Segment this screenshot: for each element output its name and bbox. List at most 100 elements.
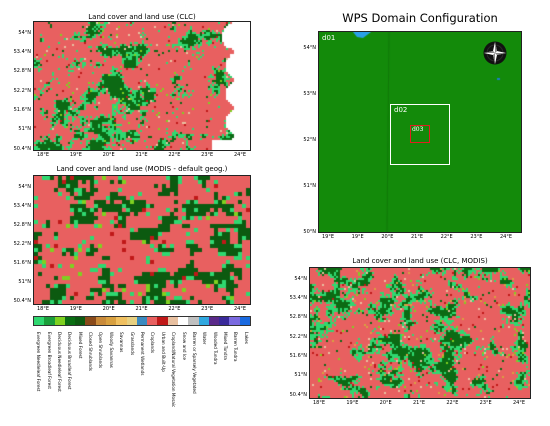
compass-rose-icon xyxy=(483,41,507,65)
lon-tick-label: 21°E xyxy=(411,234,424,240)
lat-tick-label: 53°N xyxy=(303,90,316,97)
legend-label: Grasslands xyxy=(129,332,135,356)
lat-tick-label: 54°N xyxy=(294,275,307,282)
lon-tick-label: 24°E xyxy=(500,234,513,240)
d03-label: d03 xyxy=(412,126,424,133)
legend-label: Croplands xyxy=(150,332,156,353)
legend-swatch xyxy=(54,317,65,325)
lon-tick-label: 24°E xyxy=(234,152,247,158)
lon-tick-label: 23°E xyxy=(479,400,492,406)
lat-tick-label: 50.4°N xyxy=(13,297,31,304)
legend-swatch xyxy=(126,317,137,325)
lat-tick-label: 51.6°N xyxy=(289,352,307,359)
lat-tick-label: 54°N xyxy=(18,183,31,190)
legend-label: Wooded Tundra xyxy=(212,332,218,365)
lat-tick-label: 51°N xyxy=(18,126,31,133)
lat-tick-label: 52.2°N xyxy=(289,333,307,340)
legend-label: Closed Shrublands xyxy=(88,332,94,371)
lon-tick-label: 22°E xyxy=(168,152,181,158)
legend-label: Barren Tundra xyxy=(233,332,239,362)
lon-tick-label: 24°E xyxy=(234,306,247,312)
legend-label: Mixed Tundra xyxy=(223,332,229,360)
wps-domain-background xyxy=(319,32,521,232)
lon-tick-label: 19°E xyxy=(351,234,364,240)
legend-swatch xyxy=(95,317,106,325)
lon-tick-label: 19°E xyxy=(69,152,82,158)
clc-modis-panel-title: Land cover and land use (CLC, MODIS) xyxy=(352,257,488,265)
lat-tick-label: 51°N xyxy=(294,372,307,379)
legend-label: Mixed Forest xyxy=(77,332,83,359)
legend-label: Barren or Sparsely Vegetated xyxy=(191,332,197,394)
lon-tick-label: 18°E xyxy=(313,400,326,406)
legend-label: Deciduous Broadleaf Forest xyxy=(67,332,73,390)
d01-label: d01 xyxy=(322,34,336,42)
d03-box xyxy=(410,125,430,143)
lat-tick-label: 50.4°N xyxy=(13,145,31,152)
lat-tick-label: 54°N xyxy=(303,44,316,51)
legend-swatch xyxy=(147,317,158,325)
lon-tick-label: 21°E xyxy=(413,400,426,406)
legend-label: Savannas xyxy=(119,332,125,353)
legend-swatch xyxy=(75,317,86,325)
lat-tick-label: 52.8°N xyxy=(13,221,31,228)
legend-swatch xyxy=(219,317,230,325)
land-cover-legend xyxy=(33,316,251,326)
legend-swatch xyxy=(136,317,148,325)
lat-tick-label: 53.4°N xyxy=(289,294,307,301)
lat-tick-label: 51.6°N xyxy=(13,259,31,266)
legend-label: Urban and Built-Up xyxy=(160,332,166,372)
lat-tick-label: 52.8°N xyxy=(289,314,307,321)
legend-swatch xyxy=(34,317,45,325)
lat-tick-label: 51°N xyxy=(303,182,316,189)
lat-tick-label: 52.8°N xyxy=(13,68,31,75)
clc-panel-title: Land cover and land use (CLC) xyxy=(88,13,196,21)
lon-tick-label: 21°E xyxy=(135,152,148,158)
legend-swatch xyxy=(229,317,240,325)
lon-tick-label: 22°E xyxy=(440,234,453,240)
lat-tick-label: 52°N xyxy=(303,136,316,143)
legend-label: Deciduous Needleleaf Forest xyxy=(56,332,62,392)
legend-swatch xyxy=(177,317,189,325)
clc-modis-map xyxy=(309,267,531,399)
lat-tick-label: 53.4°N xyxy=(13,202,31,209)
lon-tick-label: 20°E xyxy=(381,234,394,240)
legend-swatch xyxy=(105,317,117,325)
lat-tick-label: 53.4°N xyxy=(13,48,31,55)
modis-land-cover-raster xyxy=(34,176,250,304)
lon-tick-label: 19°E xyxy=(322,234,335,240)
lon-tick-label: 21°E xyxy=(135,306,148,312)
legend-label: Permanent Wetlands xyxy=(140,332,145,376)
modis-map xyxy=(33,175,251,305)
legend-swatch xyxy=(239,317,250,325)
lon-tick-label: 18°E xyxy=(37,306,50,312)
lon-tick-label: 24°E xyxy=(513,400,526,406)
lat-tick-label: 52.2°N xyxy=(13,87,31,94)
d02-label: d02 xyxy=(394,106,408,114)
modis-panel-title: Land cover and land use (MODIS - default… xyxy=(56,165,228,173)
lat-tick-label: 54°N xyxy=(18,29,31,36)
lon-tick-label: 23°E xyxy=(201,152,214,158)
legend-label: Cropland/Natural Vegetation Mosaic xyxy=(171,332,177,408)
clc-modis-land-cover-raster xyxy=(310,268,530,398)
lon-tick-label: 19°E xyxy=(346,400,359,406)
legend-swatch xyxy=(116,317,127,325)
legend-label: Water xyxy=(202,332,208,345)
legend-swatch xyxy=(198,317,209,325)
legend-swatch xyxy=(157,317,168,325)
lon-tick-label: 22°E xyxy=(446,400,459,406)
legend-label: Evergreen Needleleaf Forest xyxy=(36,332,42,392)
clc-land-cover-raster xyxy=(34,22,250,150)
lon-tick-label: 19°E xyxy=(69,306,82,312)
lat-tick-label: 50.4°N xyxy=(289,391,307,398)
legend-swatch xyxy=(167,317,178,325)
lat-tick-label: 50°N xyxy=(303,228,316,235)
legend-swatch xyxy=(188,317,199,325)
clc-map xyxy=(33,21,251,151)
wps-domain-map: d01 d02 d03 xyxy=(318,31,522,233)
lon-tick-label: 18°E xyxy=(37,152,50,158)
legend-label: Lakes xyxy=(243,332,249,344)
wps-title: WPS Domain Configuration xyxy=(342,11,498,25)
lon-tick-label: 22°E xyxy=(168,306,181,312)
d02-box xyxy=(390,104,450,165)
lon-tick-label: 23°E xyxy=(470,234,483,240)
